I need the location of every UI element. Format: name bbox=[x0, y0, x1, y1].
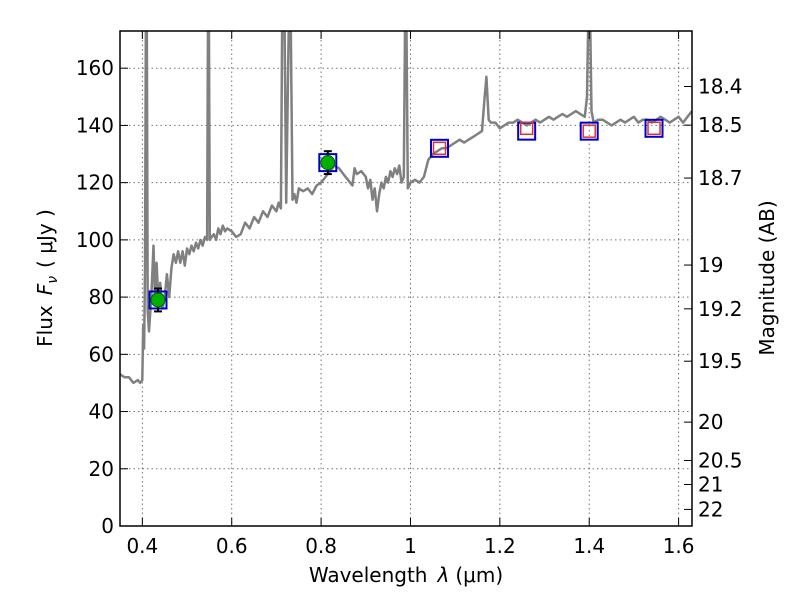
y2-axis-label: Magnitude (AB) bbox=[755, 200, 779, 355]
x-axis-label: Wavelength λ (μm) bbox=[309, 563, 503, 587]
magnitude-tick-label: 20.5 bbox=[698, 448, 743, 472]
y-tick-label: 20 bbox=[89, 457, 114, 481]
x-tick-label: 0.8 bbox=[305, 534, 337, 558]
y-tick-label: 120 bbox=[76, 171, 114, 195]
upper-limit-point bbox=[582, 124, 596, 138]
y-tick-label: 40 bbox=[89, 400, 114, 424]
x-tick-label: 0.4 bbox=[126, 534, 158, 558]
magnitude-tick-label: 18.5 bbox=[698, 113, 743, 137]
observed-point bbox=[320, 155, 336, 171]
tick-labels: 0.4 0.6 0.8 1 1.2 1.4 1.6 0 20 40 60 80 100 120 140 160… bbox=[76, 56, 743, 558]
x-tick-label: 1.6 bbox=[663, 534, 695, 558]
y-tick-label: 100 bbox=[76, 228, 114, 252]
model-box bbox=[644, 118, 664, 138]
model-box bbox=[430, 138, 450, 158]
y-tick-label: 80 bbox=[89, 285, 114, 309]
upper-limit-point bbox=[647, 121, 661, 136]
magnitude-tick-label: 22 bbox=[698, 497, 723, 521]
upper-limit-point bbox=[432, 141, 447, 156]
y-tick-label: 60 bbox=[89, 342, 114, 366]
x-tick-label: 0.6 bbox=[216, 534, 248, 558]
magnitude-tick-label: 18.4 bbox=[698, 75, 743, 99]
y-tick-label: 160 bbox=[76, 56, 114, 80]
x-tick-label: 1.4 bbox=[573, 534, 605, 558]
y-axis-label: FluxFν( μJy ) bbox=[33, 209, 61, 347]
spectrum-line bbox=[120, 31, 692, 385]
grid bbox=[120, 31, 692, 527]
observed-point bbox=[150, 292, 166, 308]
x-tick-label: 1.2 bbox=[484, 534, 516, 558]
tick-marks bbox=[120, 31, 692, 527]
clipped-data bbox=[120, 31, 692, 385]
y-tick-label: 140 bbox=[76, 113, 114, 137]
magnitude-tick-label: 18.7 bbox=[698, 166, 743, 190]
y-tick-label: 0 bbox=[101, 514, 114, 538]
magnitude-tick-label: 19 bbox=[698, 253, 723, 277]
magnitude-tick-label: 20 bbox=[698, 410, 723, 434]
magnitude-tick-label: 21 bbox=[698, 473, 723, 497]
x-tick-label: 1 bbox=[404, 534, 417, 558]
data-layer bbox=[120, 31, 692, 385]
upper-limit-point bbox=[519, 121, 534, 136]
plot-frame bbox=[119, 30, 693, 527]
model-box bbox=[579, 121, 599, 141]
magnitude-tick-label: 19.2 bbox=[698, 297, 743, 321]
magnitude-tick-label: 19.5 bbox=[698, 349, 743, 373]
